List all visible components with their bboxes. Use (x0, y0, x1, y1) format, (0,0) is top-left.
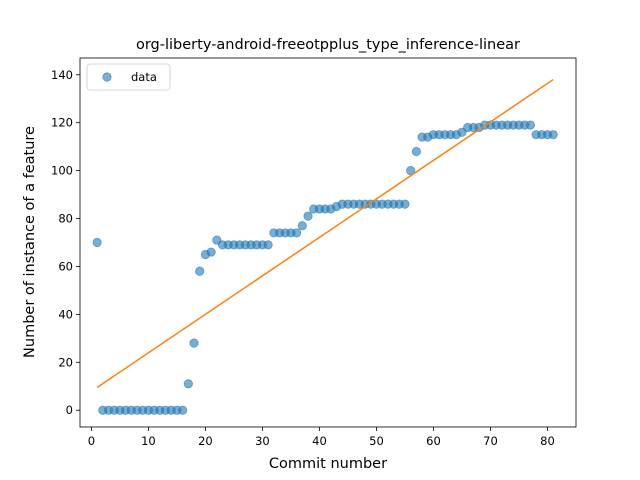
x-tick-label: 70 (483, 434, 498, 448)
y-tick-label: 80 (58, 212, 73, 226)
x-tick-label: 30 (255, 434, 270, 448)
data-point (411, 146, 421, 157)
x-tick-label: 40 (312, 434, 327, 448)
legend-label: data (131, 70, 157, 84)
legend-marker (102, 72, 112, 82)
legend-box (86, 63, 171, 91)
axes-frame (79, 57, 577, 428)
y-tick-label: 100 (51, 164, 73, 178)
data-point (297, 221, 307, 231)
y-tick-label: 60 (58, 259, 73, 273)
x-tick-label: 60 (426, 434, 441, 448)
x-axis-label: Commit number (269, 456, 387, 472)
y-tick-label: 20 (58, 355, 73, 369)
y-tick-label: 120 (51, 116, 73, 130)
x-tick-label: 10 (141, 434, 156, 448)
y-tick-label: 40 (58, 307, 73, 321)
x-tick-label: 80 (540, 434, 555, 448)
y-tick-label: 0 (66, 403, 73, 417)
data-point (92, 237, 102, 248)
y-axis-label: Number of instance of a feature (22, 126, 38, 358)
data-point (292, 228, 302, 238)
data-point (525, 120, 535, 130)
data-point (400, 199, 410, 209)
data-point (406, 166, 416, 176)
x-tick-label: 0 (88, 434, 95, 448)
data-point (195, 266, 205, 276)
legend: data (86, 63, 171, 91)
x-tick-label: 50 (369, 434, 384, 448)
data-point (206, 247, 216, 257)
data-point (303, 211, 313, 221)
plot-area: 0 10 20 30 40 50 60 70 80 0 20 40 60 80 100 120 140 data (51, 57, 577, 448)
data-point (189, 338, 199, 348)
chart-title: org-liberty-android-freeotpplus_type_inf… (136, 37, 520, 53)
y-tick-label: 140 (51, 68, 73, 82)
data-point (178, 405, 188, 415)
fit-line (96, 78, 554, 389)
data-point (183, 379, 193, 389)
x-tick-label: 20 (198, 434, 213, 448)
data-point (263, 240, 273, 250)
data-point (548, 130, 558, 140)
